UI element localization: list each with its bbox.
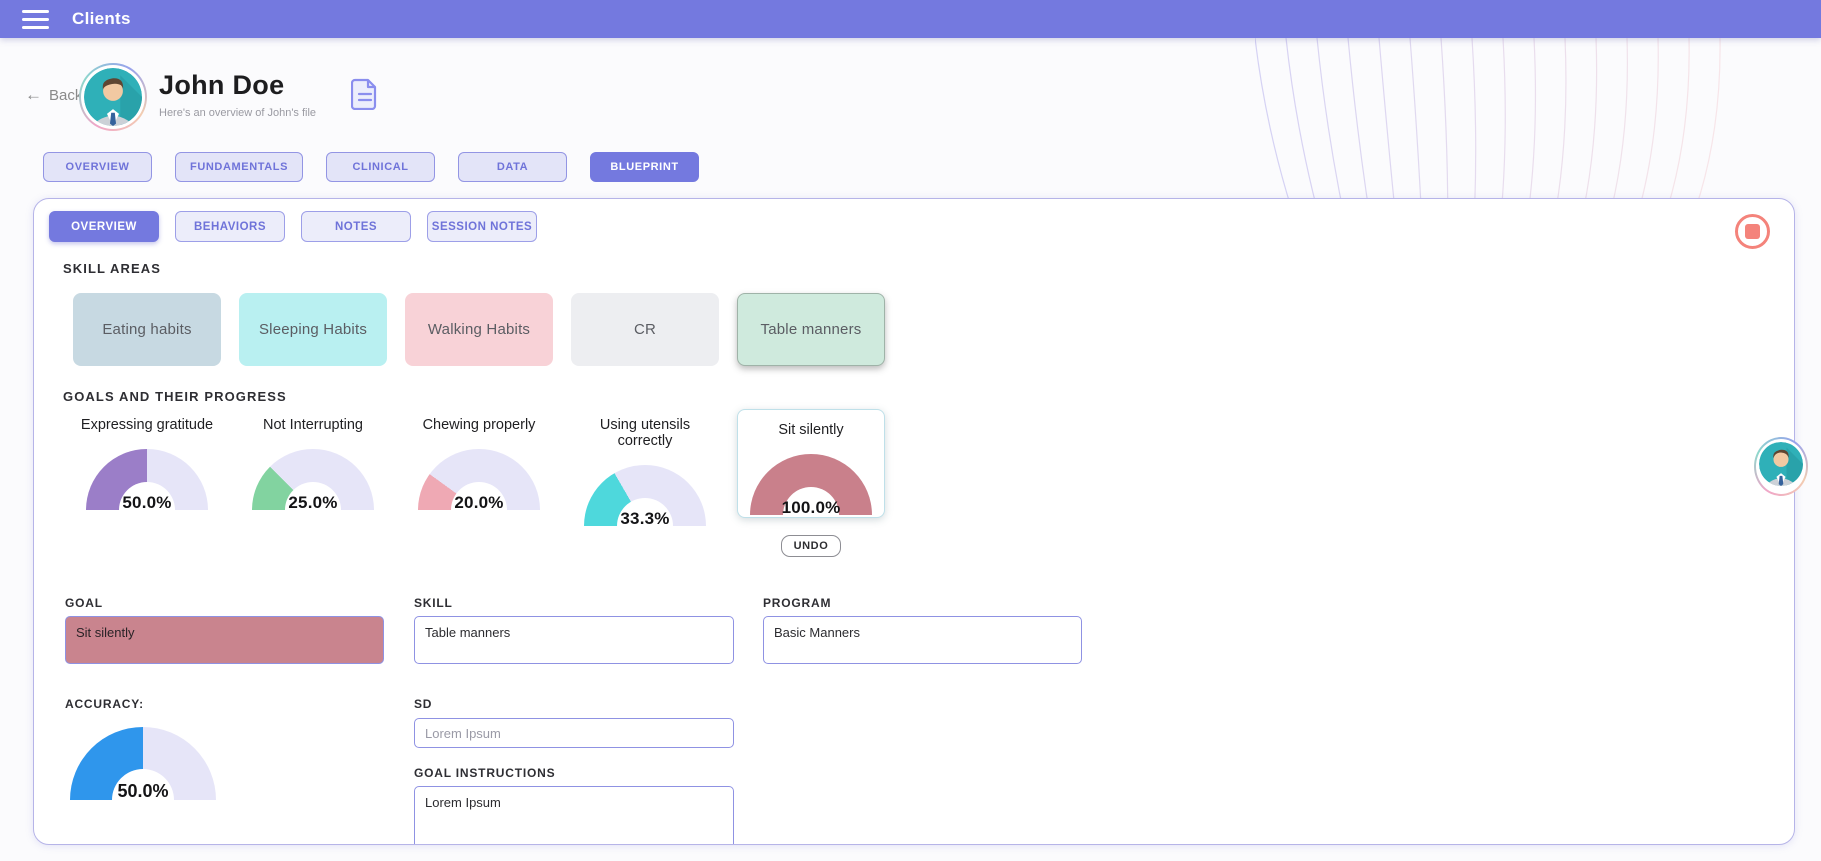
subtab-notes[interactable]: NOTES bbox=[301, 211, 411, 242]
goals-heading: GOALS AND THEIR PROGRESS bbox=[63, 389, 287, 404]
goal-instructions-label: GOAL INSTRUCTIONS bbox=[414, 766, 556, 780]
program-field-label: PROGRAM bbox=[763, 596, 832, 610]
accuracy-gauge: 50.0% bbox=[70, 727, 216, 801]
sd-field-label: SD bbox=[414, 697, 433, 711]
goal-gauge: 20.0% bbox=[418, 449, 540, 512]
goal-gauge: 50.0% bbox=[86, 449, 208, 512]
accuracy-label: ACCURACY: bbox=[65, 697, 144, 711]
app-title: Clients bbox=[72, 9, 131, 28]
tab-blueprint[interactable]: BLUEPRINT bbox=[590, 152, 700, 182]
client-header: ← Back John Doe H bbox=[0, 52, 1200, 142]
tab-clinical[interactable]: CLINICAL bbox=[326, 152, 436, 182]
tab-overview[interactable]: OVERVIEW bbox=[43, 152, 152, 182]
back-button[interactable]: ← Back bbox=[25, 85, 82, 105]
goal-sit-silently[interactable]: Sit silently 100.0% UNDO bbox=[737, 409, 885, 557]
skill-card-cr[interactable]: CR bbox=[571, 293, 719, 366]
goal-field-label: GOAL bbox=[65, 596, 103, 610]
goal-instructions-field[interactable]: Lorem Ipsum bbox=[414, 786, 734, 844]
skill-areas-heading: SKILL AREAS bbox=[63, 261, 162, 276]
goal-field[interactable]: Sit silently bbox=[65, 616, 384, 664]
tab-fundamentals[interactable]: FUNDAMENTALS bbox=[175, 152, 304, 182]
primary-tabs: OVERVIEW FUNDAMENTALS CLINICAL DATA BLUE… bbox=[43, 152, 700, 182]
skill-field[interactable]: Table manners bbox=[414, 616, 734, 664]
tab-data[interactable]: DATA bbox=[458, 152, 568, 182]
subtab-overview[interactable]: OVERVIEW bbox=[49, 211, 159, 242]
document-icon[interactable] bbox=[350, 78, 380, 111]
goal-not-interrupting[interactable]: Not Interrupting 25.0% bbox=[239, 409, 387, 512]
back-arrow-icon: ← bbox=[25, 85, 42, 104]
client-subtitle: Here's an overview of John's file bbox=[159, 107, 317, 119]
skill-card-sleeping-habits[interactable]: Sleeping Habits bbox=[239, 293, 387, 366]
undo-button[interactable]: UNDO bbox=[780, 535, 842, 557]
program-field[interactable]: Basic Manners bbox=[763, 616, 1082, 664]
subtab-behaviors[interactable]: BEHAVIORS bbox=[175, 211, 285, 242]
goal-gauge: 33.3% bbox=[584, 465, 706, 528]
blueprint-panel: OVERVIEW BEHAVIORS NOTES SESSION NOTES S… bbox=[33, 198, 1795, 845]
skill-card-walking-habits[interactable]: Walking Habits bbox=[405, 293, 553, 366]
stop-record-icon[interactable] bbox=[1735, 214, 1770, 249]
back-label: Back bbox=[49, 86, 83, 104]
secondary-tabs: OVERVIEW BEHAVIORS NOTES SESSION NOTES bbox=[49, 211, 537, 242]
skill-areas-row: Eating habits Sleeping Habits Walking Ha… bbox=[73, 293, 885, 366]
goal-using-utensils-correctly[interactable]: Using utensils correctly 33.3% bbox=[571, 409, 719, 528]
top-bar: Clients bbox=[0, 0, 1821, 38]
client-avatar bbox=[79, 63, 147, 131]
skill-card-table-manners[interactable]: Table manners bbox=[737, 293, 885, 366]
floating-client-avatar[interactable] bbox=[1754, 437, 1808, 496]
goal-expressing-gratitude[interactable]: Expressing gratitude 50.0% bbox=[80, 417, 214, 512]
goal-gauge: 100.0% bbox=[750, 454, 872, 517]
goals-row: Expressing gratitude 50.0% Not Interrupt… bbox=[73, 409, 885, 557]
goal-gauge: 25.0% bbox=[252, 449, 374, 512]
hamburger-menu-icon[interactable] bbox=[22, 9, 49, 29]
sd-input[interactable] bbox=[414, 718, 734, 748]
skill-card-eating-habits[interactable]: Eating habits bbox=[73, 293, 221, 366]
subtab-session-notes[interactable]: SESSION NOTES bbox=[427, 211, 537, 242]
goal-chewing-properly[interactable]: Chewing properly 20.0% bbox=[405, 409, 553, 512]
skill-field-label: SKILL bbox=[414, 596, 453, 610]
client-name: John Doe bbox=[159, 70, 285, 100]
